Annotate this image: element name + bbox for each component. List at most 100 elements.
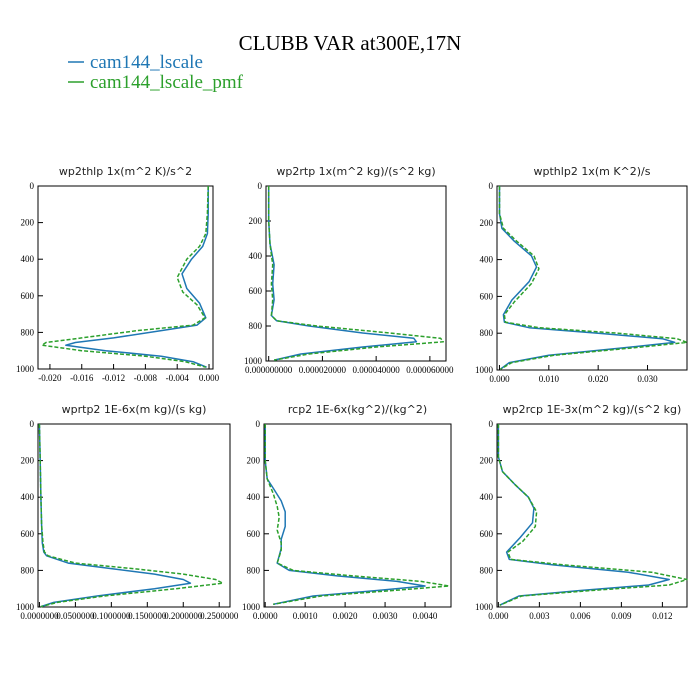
panel-wp2rtp: wp2rtp 1x(m^2 kg)/(s^2 kg) 0 200 400 600 800 1… xyxy=(244,165,454,375)
x-tick-label: -0.020 xyxy=(38,373,62,383)
y-tick-label: 1000 xyxy=(475,602,494,612)
y-tick-label: 0 xyxy=(30,181,35,191)
y-tick-label: 1000 xyxy=(16,364,35,374)
y-tick-label: 1000 xyxy=(244,356,263,366)
panel-title: wp2rtp 1x(m^2 kg)/(s^2 kg) xyxy=(276,165,435,178)
x-tick-label: 0.1500000 xyxy=(128,611,167,621)
x-tick-label: 0.0020 xyxy=(333,611,358,621)
series-line-lscale-pmf xyxy=(264,424,450,606)
y-tick-label: 200 xyxy=(247,456,261,466)
y-tick-label: 800 xyxy=(249,321,263,331)
x-tick-label: 0.0000000 xyxy=(20,611,59,621)
series-line-lscale xyxy=(264,424,426,606)
y-tick-label: 400 xyxy=(249,251,263,261)
x-tick-label: 0.000 xyxy=(488,611,509,621)
x-tick-label: 0.000020000 xyxy=(299,365,347,375)
x-tick-label: 0.030 xyxy=(637,374,658,384)
y-tick-label: 0 xyxy=(258,181,263,191)
x-tick-label: 0.012 xyxy=(652,611,672,621)
x-tick-label: 0.000000000 xyxy=(245,365,293,375)
y-tick-label: 1000 xyxy=(16,602,35,612)
x-tick-label: 0.000060000 xyxy=(406,365,454,375)
y-tick-label: 800 xyxy=(480,328,494,338)
x-tick-label: 0.0000 xyxy=(253,611,278,621)
plot-frame xyxy=(37,423,231,608)
y-tick-label: 600 xyxy=(247,529,261,539)
x-tick-label: -0.016 xyxy=(70,373,94,383)
x-tick-label: 0.009 xyxy=(611,611,632,621)
x-tick-label: 0.010 xyxy=(539,374,560,384)
panel-title: rcp2 1E-6x(kg^2)/(kg^2) xyxy=(288,403,427,416)
plot-frame xyxy=(265,185,447,362)
y-tick-label: 800 xyxy=(21,565,35,575)
y-tick-label: 400 xyxy=(480,492,494,502)
x-tick-label: 0.000040000 xyxy=(353,365,401,375)
series-line-lscale-pmf xyxy=(38,423,224,608)
x-tick-label: 0.0010 xyxy=(293,611,318,621)
plot-frame xyxy=(263,423,452,608)
y-tick-label: 0 xyxy=(256,419,261,429)
y-tick-label: 800 xyxy=(247,565,261,575)
series-line-lscale-pmf xyxy=(497,424,688,606)
panel-title: wprtp2 1E-6x(m kg)/(s kg) xyxy=(62,403,207,416)
panel-title: wpthlp2 1x(m K^2)/s xyxy=(534,165,651,178)
y-tick-label: 200 xyxy=(21,218,35,228)
series-line-lscale xyxy=(65,186,209,368)
x-tick-label: 0.2500000 xyxy=(200,611,239,621)
figure-title: CLUBB VAR at300E,17N xyxy=(239,31,462,55)
series-line-lscale xyxy=(498,186,676,370)
series-line-lscale xyxy=(497,424,670,606)
x-tick-label: 0.006 xyxy=(570,611,591,621)
panel-rcp2: rcp2 1E-6x(kg^2)/(kg^2) 0 200 400 600 800 1000… xyxy=(242,403,452,621)
panel-wprtp2: wprtp2 1E-6x(m kg)/(s kg) 0 200 400 600 800 10… xyxy=(16,403,239,621)
x-tick-label: -0.008 xyxy=(134,373,158,383)
panel-title: wp2rcp 1E-3x(m^2 kg)/(s^2 kg) xyxy=(503,403,682,416)
y-tick-label: 0 xyxy=(30,419,35,429)
y-tick-label: 200 xyxy=(480,456,494,466)
x-tick-label: 0.000 xyxy=(199,373,220,383)
x-tick-label: 0.2000000 xyxy=(164,611,203,621)
y-tick-label: 1000 xyxy=(242,602,261,612)
y-tick-label: 600 xyxy=(249,286,263,296)
y-tick-label: 400 xyxy=(21,254,35,264)
y-tick-label: 600 xyxy=(21,529,35,539)
series-line-lscale xyxy=(267,186,418,361)
x-tick-label: 0.000 xyxy=(489,374,510,384)
series-line-lscale-pmf xyxy=(267,186,445,361)
plot-frame xyxy=(496,185,688,371)
series-line-lscale xyxy=(38,423,192,608)
y-tick-label: 400 xyxy=(247,492,261,502)
y-tick-label: 0 xyxy=(489,181,494,191)
series-line-lscale-pmf xyxy=(41,185,209,368)
x-tick-label: -0.004 xyxy=(166,373,190,383)
y-tick-label: 200 xyxy=(480,218,494,228)
x-tick-label: -0.012 xyxy=(102,373,125,383)
plot-frame xyxy=(496,423,688,608)
panel-wp2rcp: wp2rcp 1E-3x(m^2 kg)/(s^2 kg) 0 200 400 600 8… xyxy=(475,403,688,621)
x-tick-label: 0.0030 xyxy=(373,611,398,621)
y-tick-label: 600 xyxy=(21,291,35,301)
y-tick-label: 800 xyxy=(480,565,494,575)
panel-title: wp2thlp 1x(m^2 K)/s^2 xyxy=(59,165,192,178)
panel-wp2thlp: wp2thlp 1x(m^2 K)/s^202004006008001000-0… xyxy=(16,165,220,383)
y-tick-label: 200 xyxy=(21,456,35,466)
x-tick-label: 0.003 xyxy=(529,611,550,621)
y-tick-label: 400 xyxy=(480,255,494,265)
plot-frame xyxy=(37,185,214,370)
legend: cam144_lscale cam144_lscale_pmf xyxy=(68,52,244,93)
legend-label-lscale-pmf: cam144_lscale_pmf xyxy=(90,72,244,93)
y-tick-label: 0 xyxy=(489,419,494,429)
y-tick-label: 600 xyxy=(480,291,494,301)
x-tick-label: 0.0500000 xyxy=(56,611,95,621)
x-tick-label: 0.020 xyxy=(588,374,609,384)
x-tick-label: 0.1000000 xyxy=(92,611,131,621)
y-tick-label: 200 xyxy=(249,216,263,226)
series-line-lscale-pmf xyxy=(498,186,688,370)
legend-label-lscale: cam144_lscale xyxy=(90,52,203,73)
y-tick-label: 800 xyxy=(21,327,35,337)
y-tick-label: 400 xyxy=(21,492,35,502)
y-tick-label: 600 xyxy=(480,529,494,539)
x-tick-label: 0.0040 xyxy=(413,611,438,621)
panel-wpthlp2: wpthlp2 1x(m K^2)/s 0 200 400 600 800 10000.00… xyxy=(475,165,688,384)
